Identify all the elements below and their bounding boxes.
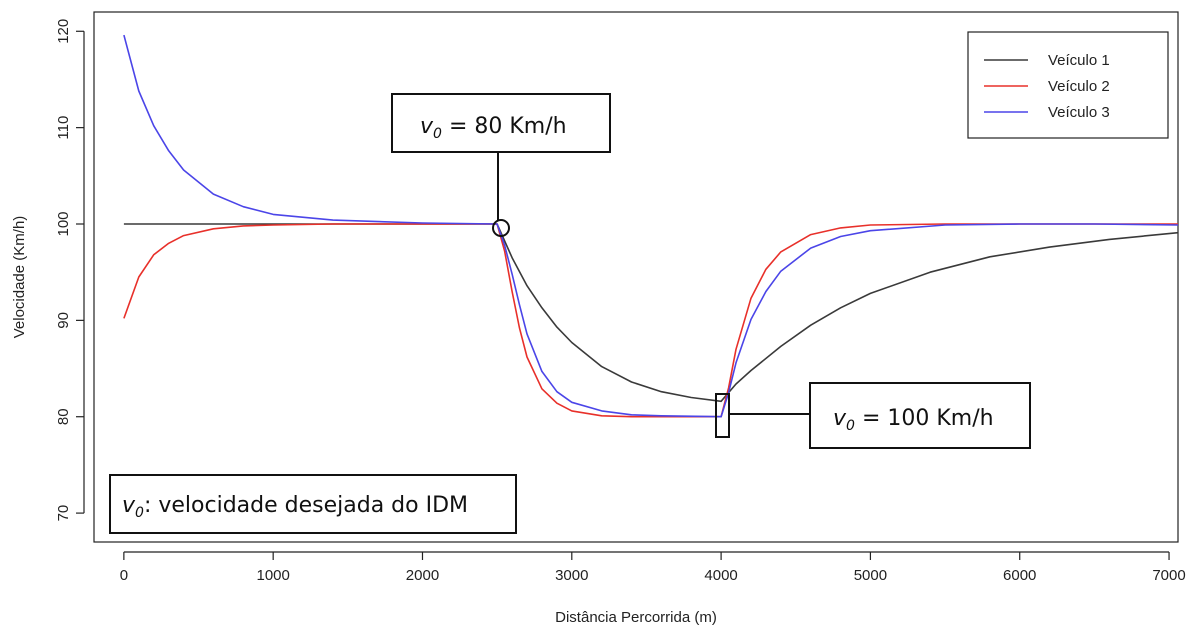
annotation-100: v0 = 100 Km/h [715, 382, 1031, 449]
x-tick-label: 1000 [256, 567, 289, 584]
y-tick-label: 70 [55, 505, 72, 522]
y-tick-label: 120 [55, 19, 72, 44]
x-tick-label: 5000 [854, 567, 887, 584]
y-axis-title: Velocidade (Km/h) [11, 216, 28, 339]
annotation-80-box [391, 93, 611, 153]
plot-frame [93, 11, 1179, 543]
x-axis-title: Distância Percorrida (m) [555, 609, 717, 626]
y-tick-label: 90 [55, 312, 72, 329]
legend-label-veiculo-2: Veículo 2 [1048, 78, 1110, 95]
transition-marker-rect [715, 393, 730, 438]
legend: Veículo 1 Veículo 2 Veículo 3 [967, 31, 1169, 139]
series-line-veiculo-1 [123, 223, 1179, 403]
annotation-100-text: v0 = 100 Km/h [833, 406, 994, 434]
x-tick-label: 3000 [555, 567, 588, 584]
x-tick-label: 0 [120, 567, 128, 584]
series-line-veiculo-2 [123, 223, 1178, 418]
legend-box [967, 31, 1169, 139]
annotation-definition-box [109, 474, 517, 534]
x-axis: 0 1000 2000 3000 4000 5000 6000 7000 [120, 551, 1186, 584]
y-axis: 70 80 90 100 110 120 [55, 19, 85, 522]
transition-marker-circle [492, 219, 510, 237]
annotation-80-text: v0 = 80 Km/h [420, 114, 567, 142]
x-tick-label: 7000 [1152, 567, 1185, 584]
x-tick-label: 4000 [704, 567, 737, 584]
y-tick-label: 100 [55, 211, 72, 236]
annotation-definition-text: v0: velocidade desejada do IDM [122, 493, 468, 521]
annotation-definition: v0: velocidade desejada do IDM [109, 474, 517, 534]
legend-label-veiculo-1: Veículo 1 [1048, 52, 1110, 69]
y-tick-label: 110 [55, 116, 72, 140]
series-line-veiculo-3 [123, 34, 1179, 418]
y-tick-label: 80 [55, 408, 72, 425]
x-tick-label: 6000 [1003, 567, 1036, 584]
series-layer [123, 34, 1179, 418]
annotation-80: v0 = 80 Km/h [391, 93, 611, 237]
legend-label-veiculo-3: Veículo 3 [1048, 104, 1110, 121]
x-tick-label: 2000 [406, 567, 439, 584]
annotation-100-box [809, 382, 1031, 449]
